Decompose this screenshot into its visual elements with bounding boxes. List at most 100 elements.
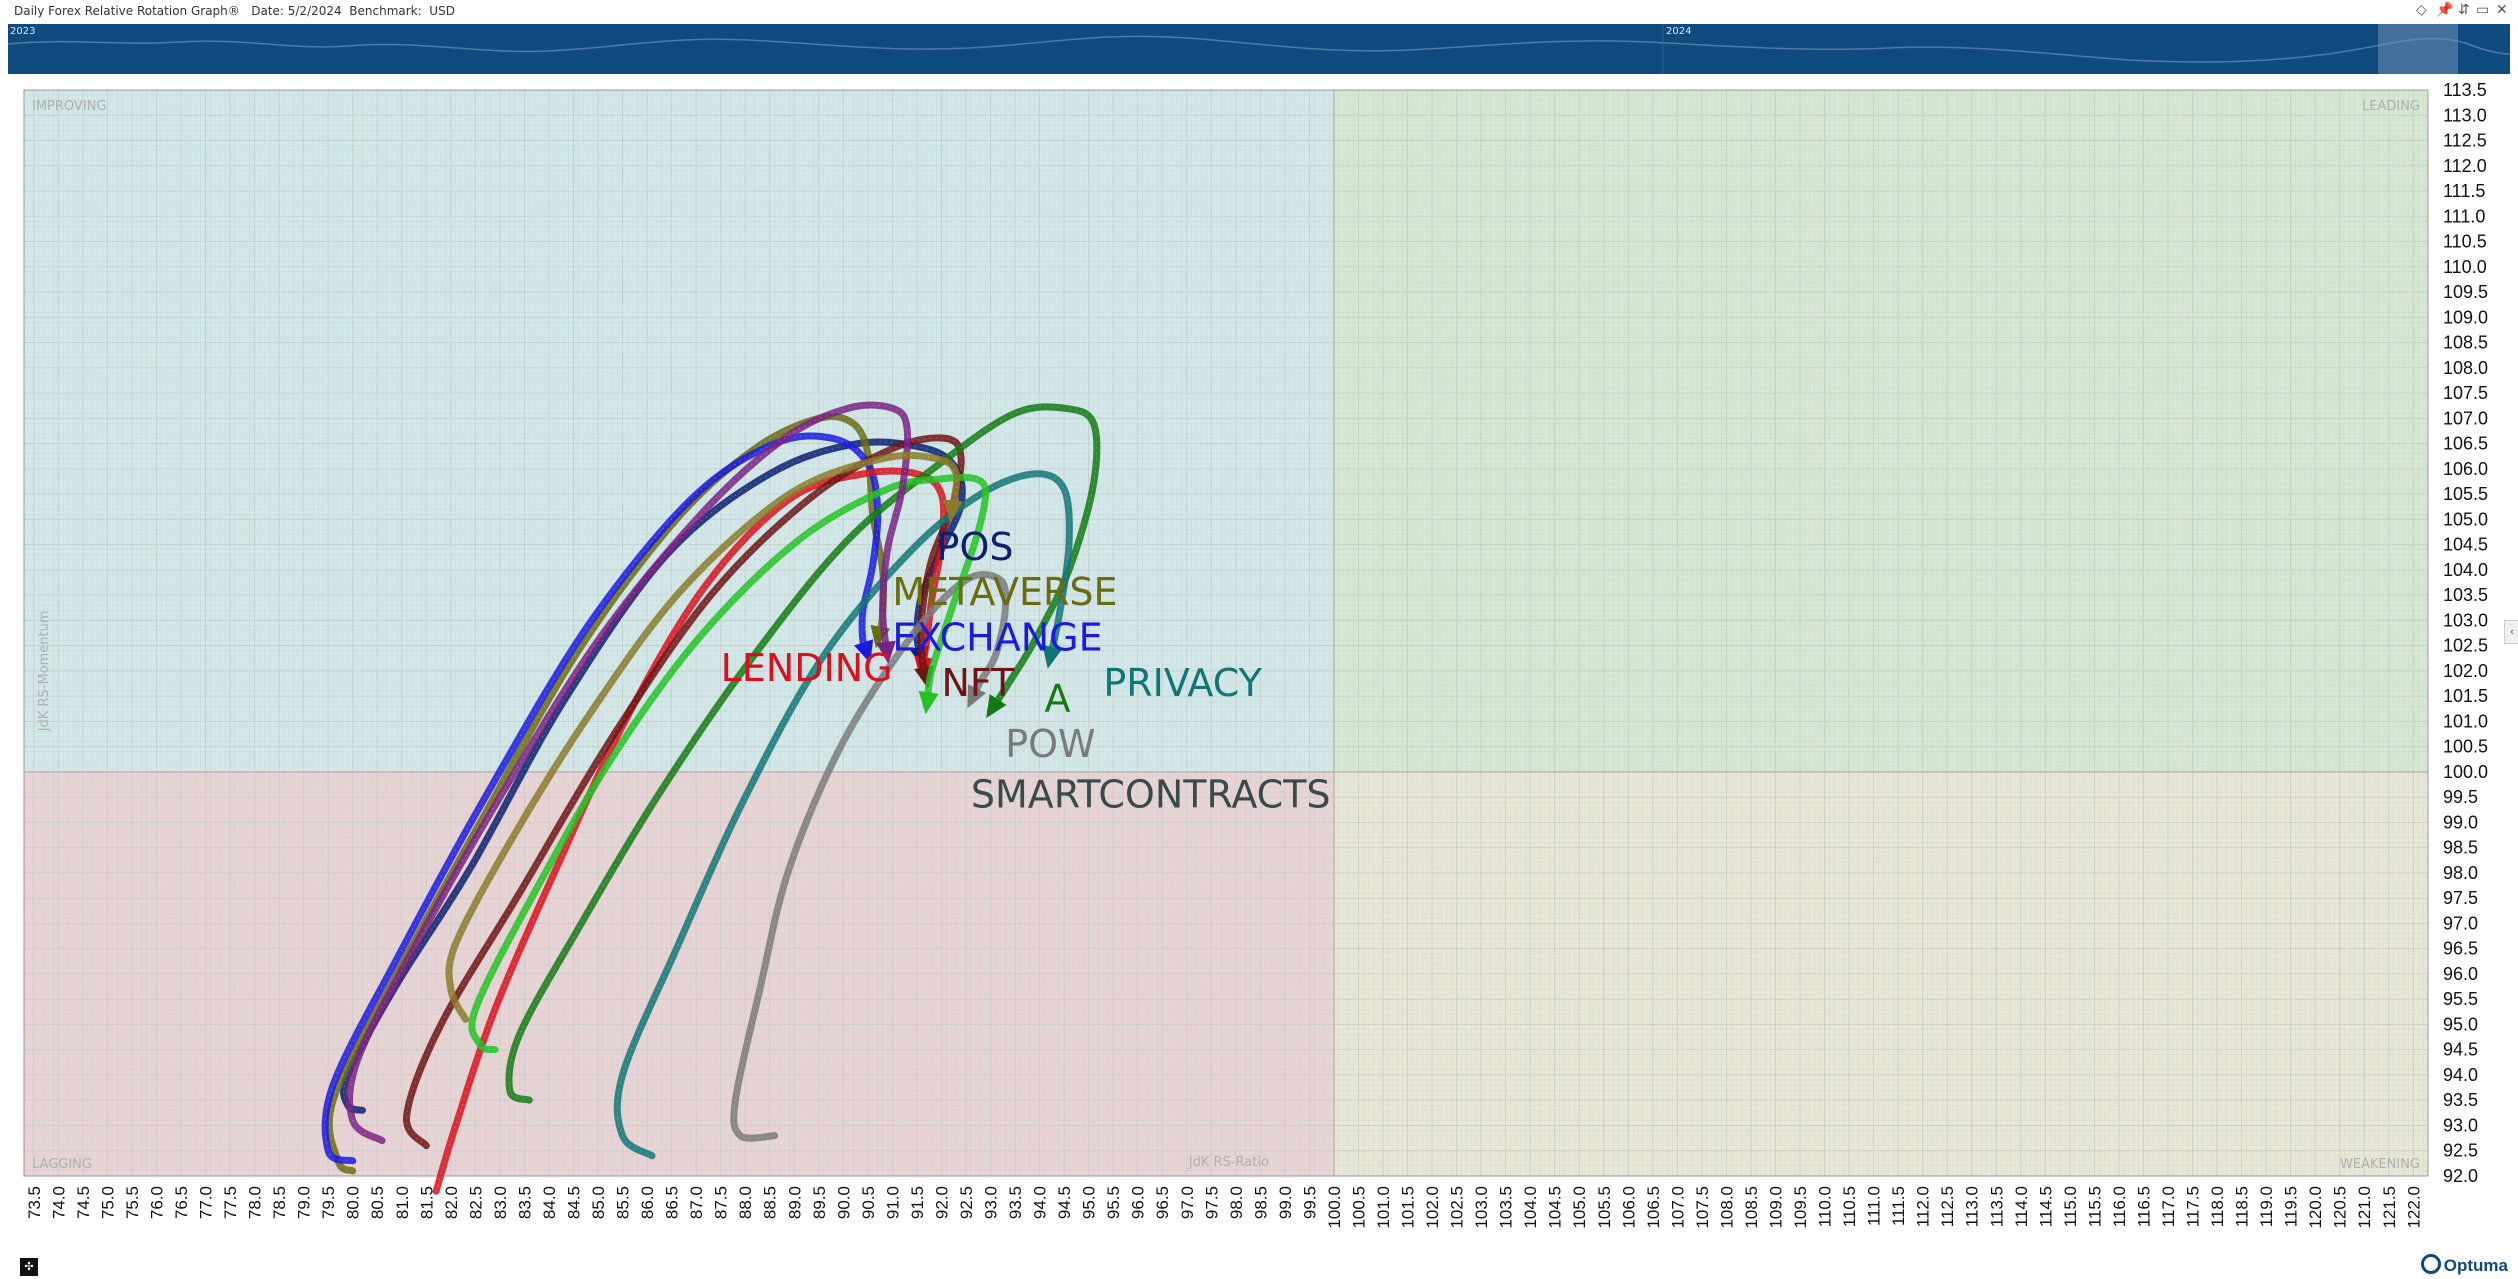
y-tick-label: 100.0	[2443, 762, 2488, 782]
y-tick-label: 102.5	[2443, 636, 2488, 656]
x-tick-label: 80.0	[344, 1186, 363, 1219]
x-axis-label: JdK RS-Ratio	[1188, 1155, 1269, 1170]
x-tick-label: 74.5	[74, 1186, 93, 1219]
x-tick-label: 89.5	[810, 1186, 829, 1219]
diamond-icon[interactable]: ◇	[2416, 2, 2427, 18]
quadrant-label-leading: LEADING	[2362, 99, 2420, 114]
y-tick-label: 105.0	[2443, 509, 2488, 529]
tail-privacy	[613, 470, 1073, 1160]
x-tick-label: 101.0	[1374, 1186, 1393, 1229]
x-tick-label: 112.5	[1938, 1186, 1957, 1227]
x-tick-label: 89.0	[785, 1186, 804, 1219]
x-tick-label: 96.5	[1153, 1186, 1172, 1219]
y-tick-label: 92.5	[2443, 1141, 2478, 1161]
window-titlebar: Daily Forex Relative Rotation Graph® Dat…	[0, 0, 2518, 22]
y-tick-label: 104.0	[2443, 560, 2488, 580]
y-tick-label: 93.5	[2443, 1090, 2478, 1110]
y-tick-label: 92.0	[2443, 1166, 2478, 1186]
label-exchange: EXCHANGE	[892, 616, 1102, 660]
quadrant-leading	[1333, 90, 2428, 772]
x-tick-label: 95.5	[1104, 1186, 1123, 1219]
y-tick-label: 109.5	[2443, 282, 2488, 302]
navigator-window[interactable]	[2378, 24, 2458, 74]
tail-nft	[403, 434, 965, 1150]
navigator-line	[8, 35, 2510, 63]
label-pos: POS	[937, 525, 1014, 569]
arrow-series-10	[876, 640, 896, 664]
y-tick-label: 111.5	[2443, 181, 2485, 201]
label-lending: LENDING	[721, 646, 893, 690]
nav-year-2024: 2024	[1666, 26, 1691, 37]
x-tick-label: 76.5	[172, 1186, 191, 1219]
x-tick-label: 115.5	[2085, 1186, 2104, 1227]
x-tick-label: 122.0	[2404, 1186, 2423, 1229]
y-tick-label: 99.0	[2443, 812, 2478, 832]
x-tick-label: 75.5	[123, 1186, 142, 1219]
date-navigator[interactable]: 2023 2024	[8, 24, 2510, 74]
quadrant-label-improving: IMPROVING	[32, 99, 106, 114]
y-tick-label: 94.5	[2443, 1040, 2478, 1060]
x-tick-label: 121.0	[2355, 1186, 2374, 1229]
tail-pow	[730, 571, 1010, 1142]
x-tick-label: 98.5	[1251, 1186, 1270, 1219]
x-tick-label: 99.5	[1300, 1186, 1319, 1219]
y-tick-label: 105.5	[2443, 484, 2488, 504]
tail-lending	[432, 467, 948, 1195]
x-tick-label: 119.5	[2282, 1186, 2301, 1227]
y-tick-label: 106.0	[2443, 459, 2488, 479]
x-tick-label: 107.0	[1668, 1186, 1687, 1229]
y-tick-label: 97.0	[2443, 913, 2478, 933]
arrow-series-9	[918, 691, 939, 715]
close-icon[interactable]: ✕	[2496, 2, 2508, 18]
arrow-pow	[967, 684, 986, 709]
y-axis-label: JdK RS-Momentum	[37, 610, 52, 732]
y-tick-label: 97.5	[2443, 888, 2478, 908]
x-tick-label: 117.0	[2159, 1186, 2178, 1227]
x-tick-label: 82.0	[442, 1186, 461, 1219]
y-tick-label: 95.5	[2443, 989, 2478, 1009]
plot-border	[23, 89, 2429, 1177]
tail-exchange	[321, 432, 882, 1165]
y-tick-label: 96.5	[2443, 939, 2478, 959]
tail-series-10	[346, 401, 911, 1145]
x-tick-label: 93.5	[1006, 1186, 1025, 1219]
x-tick-label: 91.5	[908, 1186, 927, 1219]
restore-icon[interactable]: ▭	[2476, 2, 2490, 18]
x-tick-label: 112.0	[1914, 1186, 1933, 1227]
x-tick-label: 105.5	[1595, 1186, 1614, 1229]
y-tick-label: 94.0	[2443, 1065, 2478, 1085]
x-tick-label: 94.5	[1055, 1186, 1074, 1219]
x-tick-label: 85.5	[614, 1186, 633, 1219]
arrow-series-11	[943, 499, 963, 523]
x-tick-label: 97.0	[1178, 1186, 1197, 1219]
y-tick-label: 96.0	[2443, 964, 2478, 984]
y-tick-label: 109.0	[2443, 307, 2488, 327]
x-tick-label: 88.0	[736, 1186, 755, 1219]
layout-icon[interactable]: ✣	[20, 1258, 38, 1276]
x-tick-label: 108.5	[1742, 1186, 1761, 1229]
x-tick-label: 87.0	[687, 1186, 706, 1219]
x-tick-label: 109.5	[1791, 1186, 1810, 1229]
x-tick-label: 110.0	[1816, 1186, 1835, 1227]
sync-icon[interactable]: ⇵	[2458, 2, 2470, 18]
x-tick-label: 75.0	[98, 1186, 117, 1219]
x-tick-label: 98.0	[1227, 1186, 1246, 1219]
tail-series-11	[445, 451, 961, 1023]
x-tick-label: 110.5	[1840, 1186, 1859, 1227]
x-tick-label: 106.5	[1644, 1186, 1663, 1229]
nav-year-2023: 2023	[10, 26, 35, 37]
x-tick-label: 77.0	[197, 1186, 216, 1219]
y-tick-label: 101.5	[2443, 686, 2488, 706]
x-tick-label: 95.0	[1080, 1186, 1099, 1219]
x-tick-label: 93.0	[982, 1186, 1001, 1219]
pin-icon[interactable]: 📌	[2436, 2, 2454, 18]
tail-texture-lending	[435, 470, 945, 1192]
x-tick-label: 114.0	[2012, 1186, 2031, 1227]
x-tick-label: 78.5	[270, 1186, 289, 1219]
label-smartcontracts: SMARTCONTRACTS	[971, 772, 1331, 816]
y-tick-label: 107.5	[2443, 383, 2488, 403]
panel-collapse-tab[interactable]: ‹	[2504, 620, 2518, 644]
x-tick-label: 111.5	[1889, 1186, 1908, 1226]
y-tick-label: 99.5	[2443, 787, 2478, 807]
